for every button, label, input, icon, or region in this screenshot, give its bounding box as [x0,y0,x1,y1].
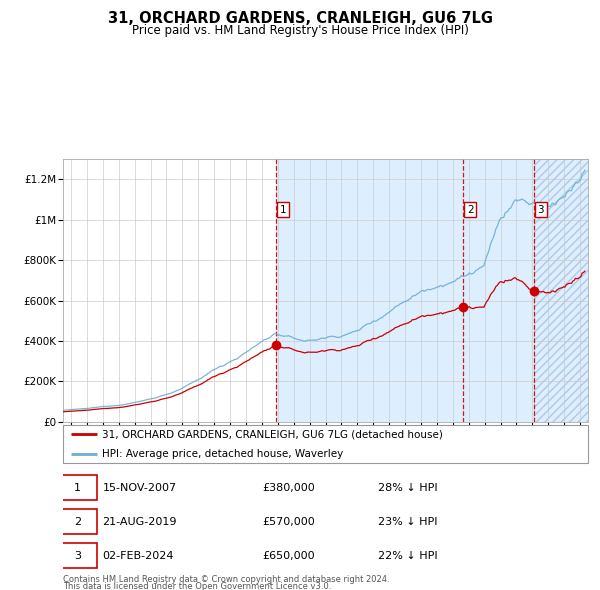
FancyBboxPatch shape [58,543,97,568]
Text: This data is licensed under the Open Government Licence v3.0.: This data is licensed under the Open Gov… [63,582,331,590]
Text: £650,000: £650,000 [263,551,315,560]
Bar [533,159,588,422]
Text: 15-NOV-2007: 15-NOV-2007 [103,483,176,493]
Text: 1: 1 [74,483,81,493]
Text: 02-FEB-2024: 02-FEB-2024 [103,551,174,560]
Text: 23% ↓ HPI: 23% ↓ HPI [378,517,437,527]
Text: Price paid vs. HM Land Registry's House Price Index (HPI): Price paid vs. HM Land Registry's House … [131,24,469,37]
Bar [276,159,533,422]
Text: 2: 2 [467,205,473,215]
FancyBboxPatch shape [58,509,97,534]
Text: 28% ↓ HPI: 28% ↓ HPI [378,483,437,493]
Text: £380,000: £380,000 [263,483,315,493]
Text: 31, ORCHARD GARDENS, CRANLEIGH, GU6 7LG (detached house): 31, ORCHARD GARDENS, CRANLEIGH, GU6 7LG … [103,430,443,440]
Text: 3: 3 [74,551,81,560]
Text: Contains HM Land Registry data © Crown copyright and database right 2024.: Contains HM Land Registry data © Crown c… [63,575,389,584]
Text: 3: 3 [538,205,544,215]
Text: 31, ORCHARD GARDENS, CRANLEIGH, GU6 7LG: 31, ORCHARD GARDENS, CRANLEIGH, GU6 7LG [107,11,493,25]
Text: 1: 1 [280,205,286,215]
Text: 22% ↓ HPI: 22% ↓ HPI [378,551,437,560]
Text: 2: 2 [74,517,81,527]
Text: HPI: Average price, detached house, Waverley: HPI: Average price, detached house, Wave… [103,448,344,458]
Text: £570,000: £570,000 [263,517,315,527]
FancyBboxPatch shape [58,476,97,500]
Text: 21-AUG-2019: 21-AUG-2019 [103,517,177,527]
FancyBboxPatch shape [63,425,588,463]
